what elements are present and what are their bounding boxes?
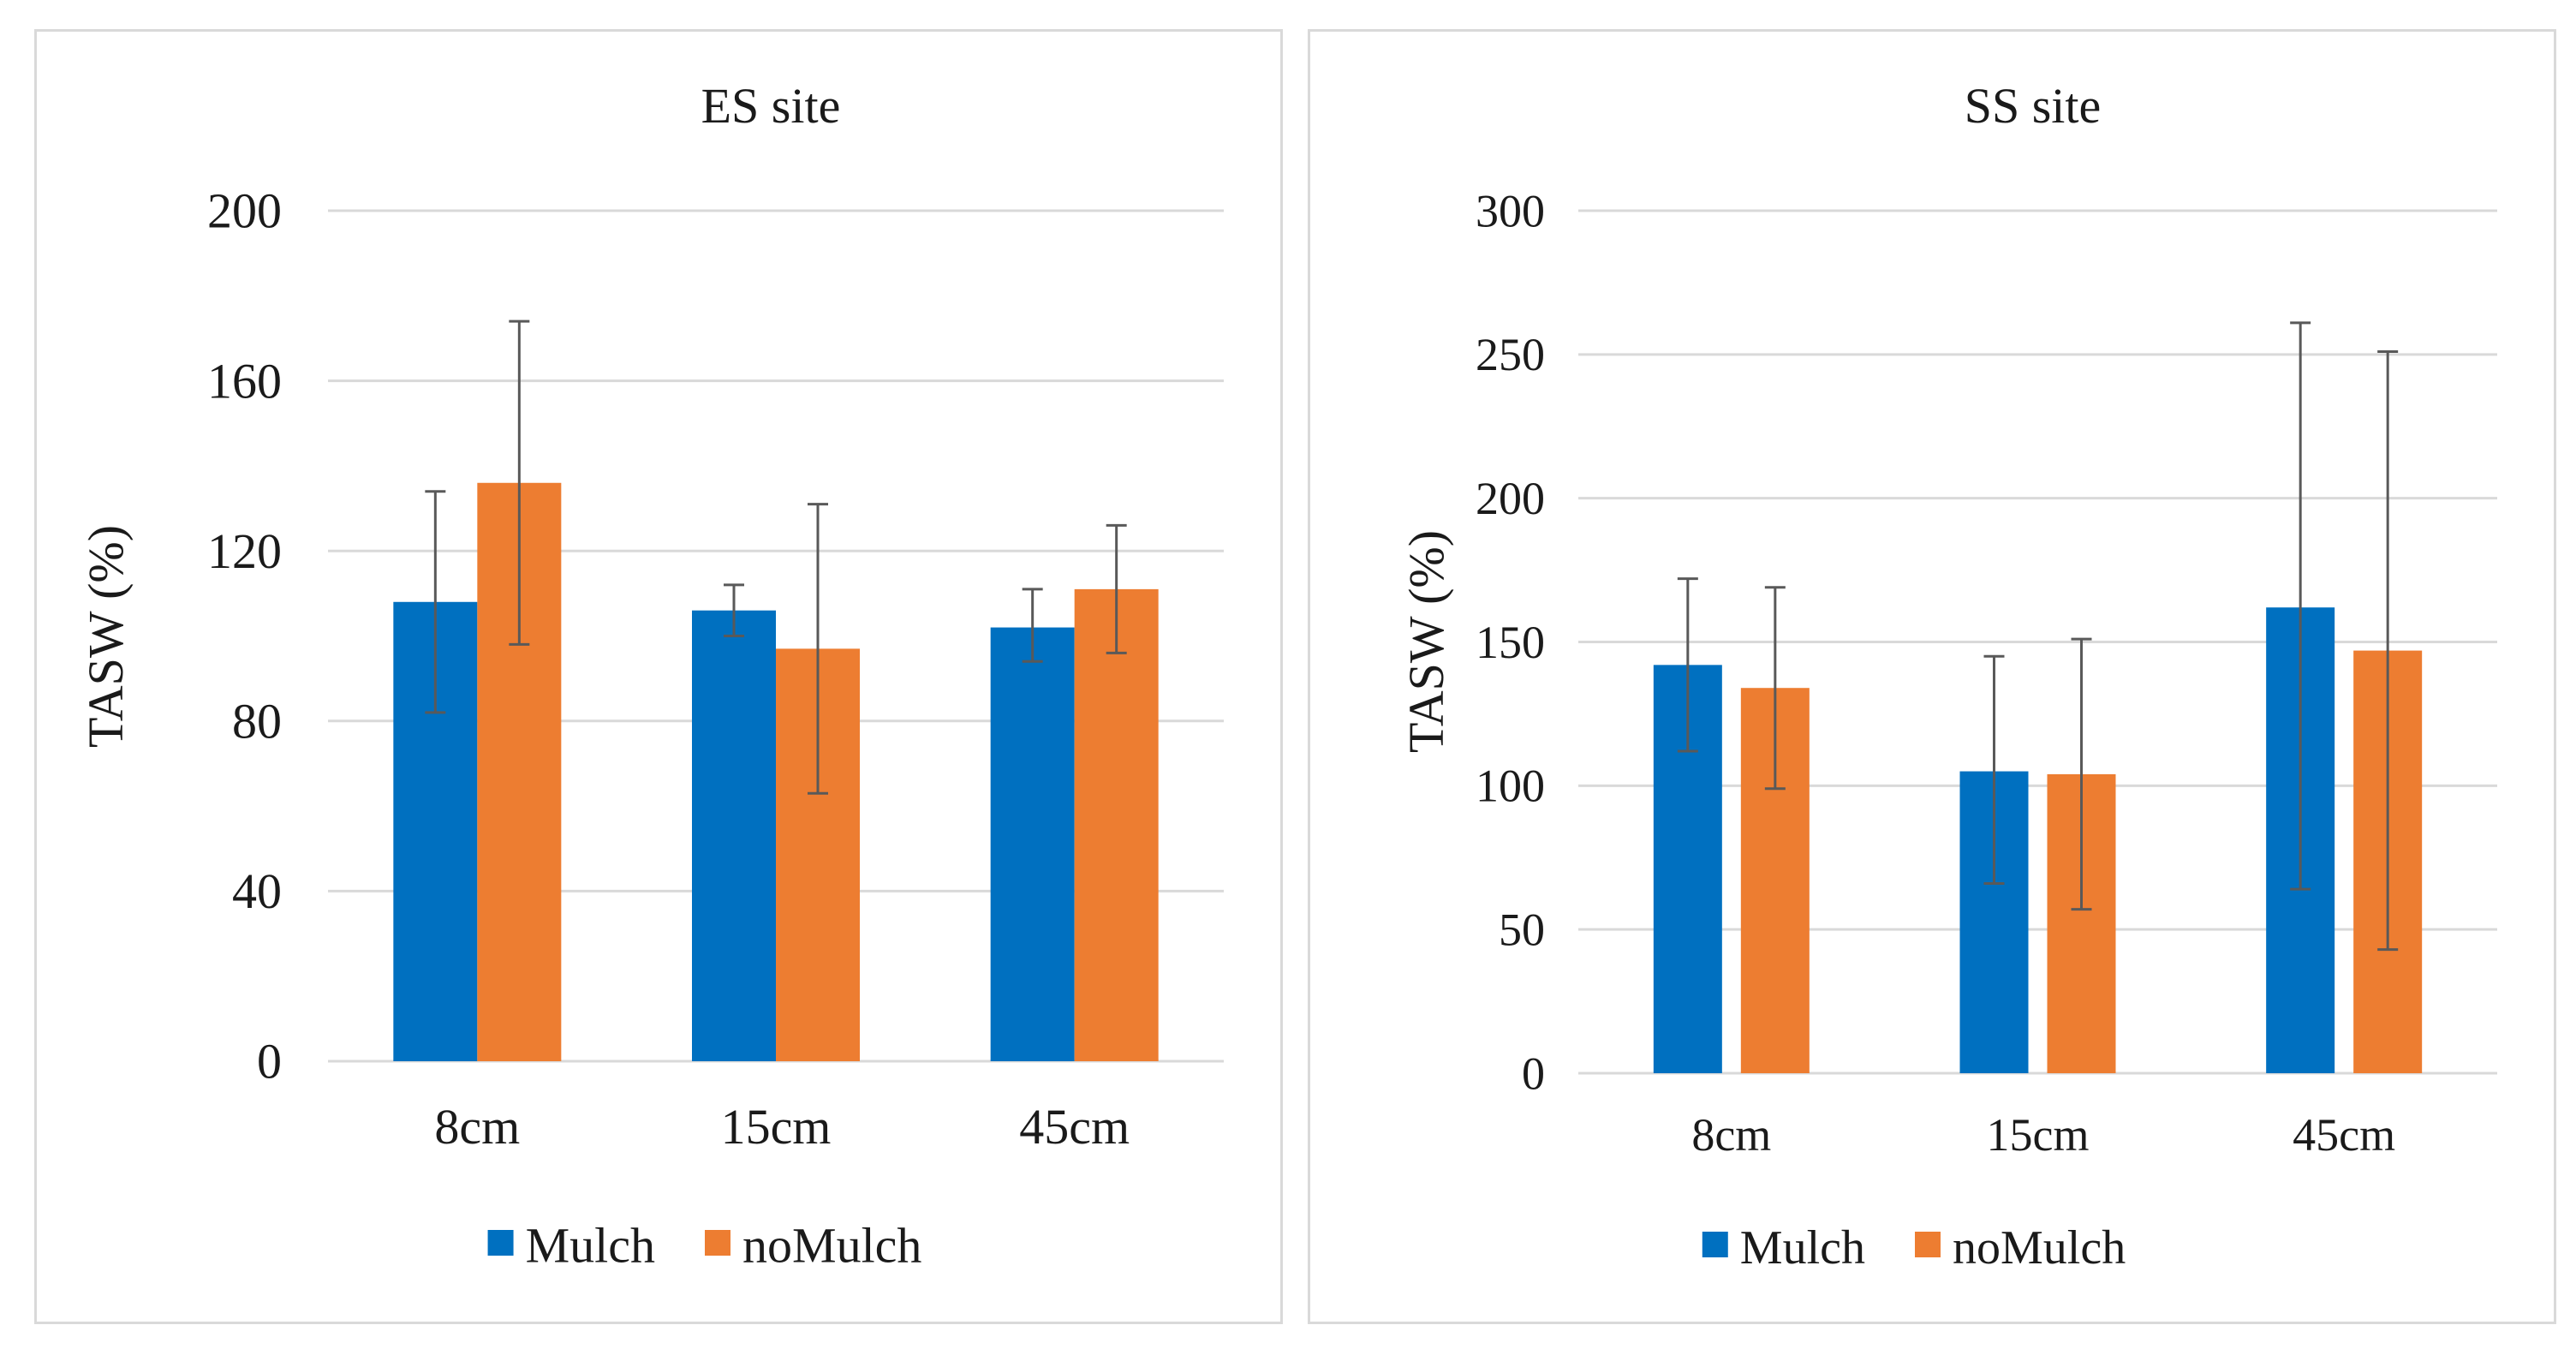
y-axis-label: TASW (%) (1398, 530, 1454, 753)
y-tick-label: 40 (232, 863, 282, 919)
legend-item-mulch: Mulch (1702, 1221, 1865, 1274)
legend: Mulch noMulch (487, 1218, 921, 1274)
y-tick-label: 300 (1476, 185, 1545, 236)
y-tick-label: 120 (207, 523, 282, 579)
error-bar-nomulch-8cm (509, 319, 530, 646)
x-tick-label: 15cm (721, 1099, 832, 1155)
error-bar-mulch-45cm (2290, 321, 2311, 891)
error-bar-mulch-15cm (1983, 654, 2005, 885)
y-tick-label: 200 (207, 183, 282, 239)
error-bar-nomulch-45cm (1106, 523, 1127, 654)
y-axis-label: TASW (%) (78, 525, 134, 748)
y-tick-label: 0 (257, 1034, 282, 1089)
legend-swatch (487, 1230, 514, 1256)
x-tick-label: 15cm (1987, 1109, 2090, 1161)
chart-title: ES site (701, 78, 841, 134)
x-tick-label: 45cm (2293, 1109, 2395, 1161)
error-bar-mulch-15cm (724, 583, 744, 637)
y-tick-label: 100 (1476, 761, 1545, 812)
x-tick-label: 8cm (1691, 1109, 1771, 1161)
y-tick-label: 150 (1476, 617, 1545, 668)
legend-label: Mulch (1740, 1221, 1865, 1274)
legend-label: Mulch (526, 1218, 655, 1274)
error-bar-nomulch-15cm (2071, 637, 2092, 911)
y-tick-label: 50 (1499, 904, 1545, 956)
legend-item-nomulch: noMulch (705, 1218, 921, 1274)
bar-mulch-15cm (692, 610, 776, 1061)
legend-swatch (1702, 1232, 1728, 1257)
bar-nomulch-45cm (1074, 588, 1159, 1061)
error-bar-mulch-8cm (1677, 577, 1698, 753)
bar-mulch-45cm (990, 627, 1075, 1061)
y-tick-label: 0 (1522, 1048, 1545, 1099)
chart-title: SS site (1965, 78, 2102, 134)
legend-item-mulch: Mulch (487, 1218, 655, 1274)
chart-panel-es-site: ES site 0 40 80 120 160 200 TASW (%) 8cm 15cm 45cm… (34, 29, 1283, 1324)
chart-ss-site: SS site 0 50 100 150 200 250 300 TASW (%) 8cm 15cm… (1398, 78, 2497, 1274)
legend-swatch (1915, 1232, 1941, 1257)
error-bar-mulch-45cm (1022, 588, 1043, 663)
error-bar-nomulch-15cm (808, 503, 828, 795)
error-bar-mulch-8cm (425, 490, 446, 714)
chart-es-site: ES site 0 40 80 120 160 200 TASW (%) 8cm 15cm 45cm… (78, 78, 1224, 1274)
x-tick-label: 45cm (1019, 1099, 1130, 1155)
y-tick-label: 80 (232, 694, 282, 749)
chart-panel-ss-site: SS site 0 50 100 150 200 250 300 TASW (%) 8cm 15cm… (1308, 29, 2556, 1324)
legend-swatch (705, 1230, 730, 1256)
y-tick-label: 250 (1476, 329, 1545, 380)
legend-label: noMulch (742, 1218, 921, 1274)
error-bar-nomulch-8cm (1764, 586, 1786, 791)
legend: Mulch noMulch (1702, 1221, 2126, 1274)
x-tick-label: 8cm (434, 1099, 520, 1155)
legend-item-nomulch: noMulch (1915, 1221, 2126, 1274)
legend-label: noMulch (1953, 1221, 2126, 1274)
error-bar-nomulch-45cm (2377, 349, 2399, 952)
y-tick-label: 200 (1476, 473, 1545, 524)
y-tick-label: 160 (207, 353, 282, 409)
